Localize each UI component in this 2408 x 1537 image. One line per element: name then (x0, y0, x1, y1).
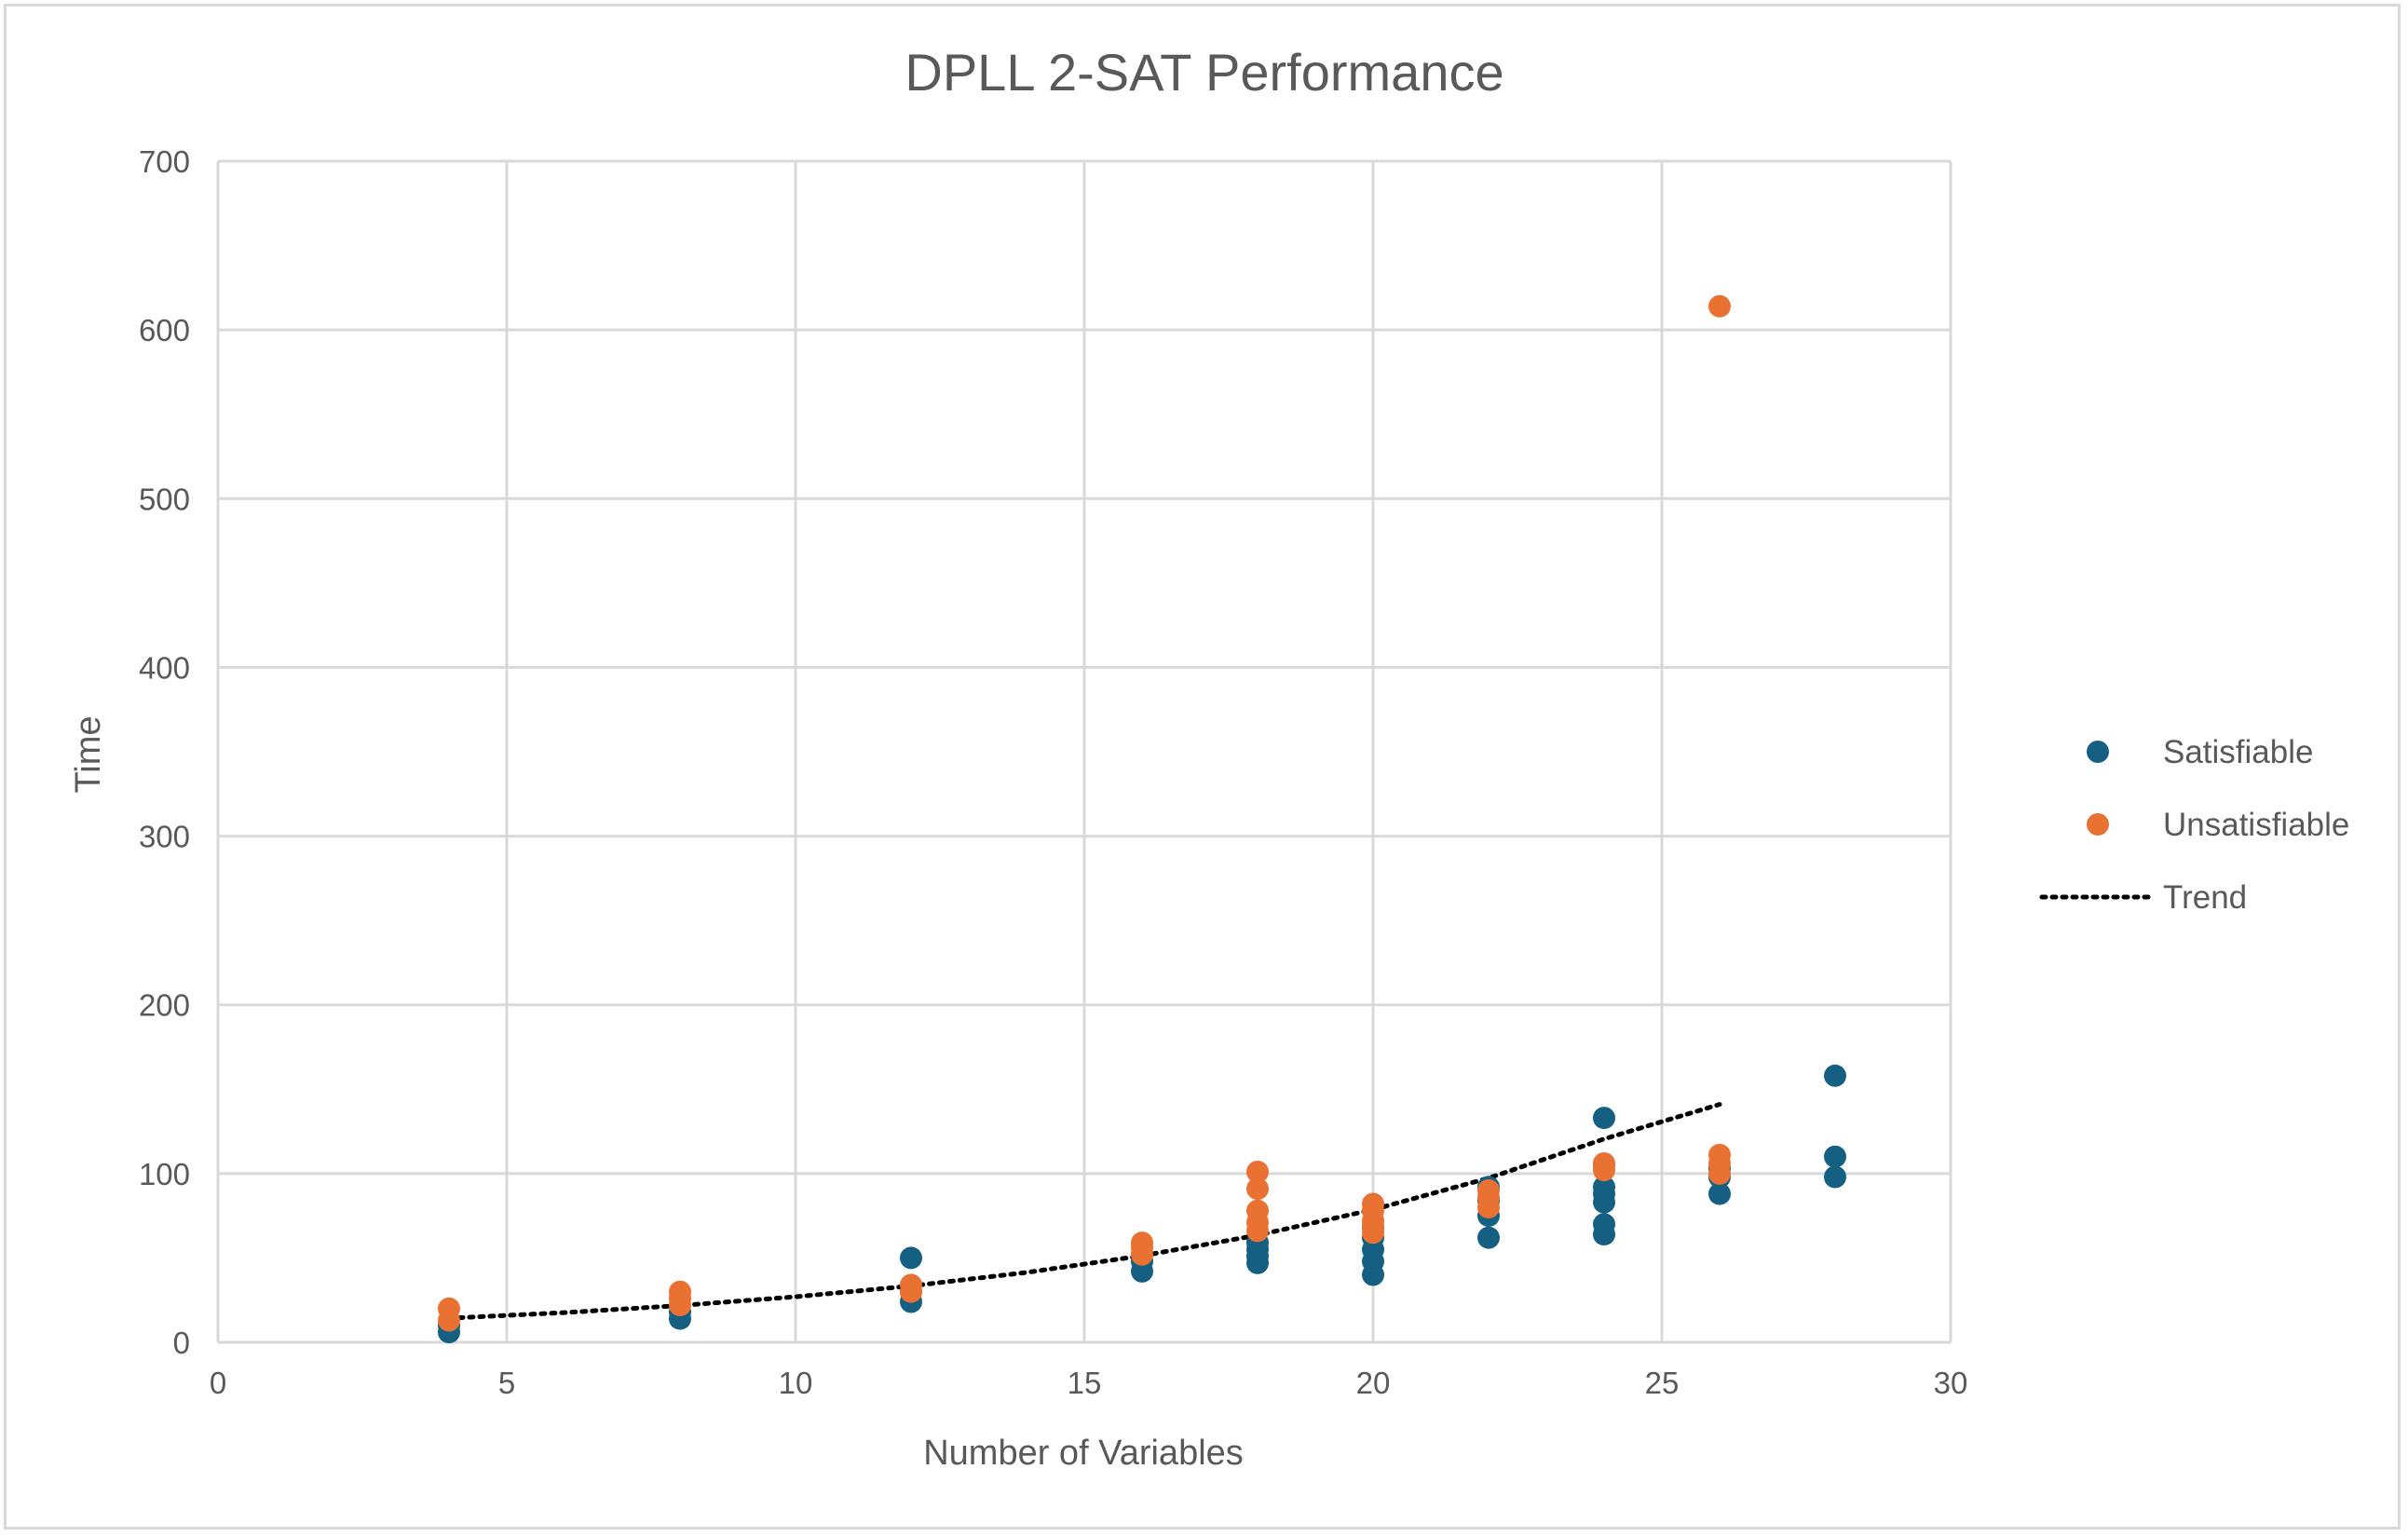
y-tick-label: 0 (173, 1326, 190, 1360)
unsatisfiable-point (438, 1297, 460, 1320)
legend-item-unsatisfiable: Unsatisfiable (2087, 807, 2349, 843)
trend-line (446, 1102, 1722, 1321)
x-tick-label: 25 (1645, 1366, 1680, 1400)
satisfiable-point (1593, 1107, 1615, 1130)
y-tick-label: 400 (139, 650, 190, 685)
x-axis-title: Number of Variables (923, 1434, 1244, 1473)
unsatisfiable-point (1246, 1199, 1269, 1222)
y-tick-label: 600 (139, 313, 190, 347)
y-tick-label: 300 (139, 820, 190, 854)
legend-label: Trend (2163, 879, 2247, 916)
legend-item-trend: Trend (2039, 879, 2247, 916)
scatter-chart: DPLL 2-SAT Performance 01002003004005006… (69, 43, 2349, 1473)
chart-title: DPLL 2-SAT Performance (905, 43, 1503, 102)
legend-label: Satisfiable (2163, 734, 2313, 770)
legend: Satisfiable Unsatisfiable Trend (2039, 734, 2349, 916)
data-points (438, 294, 1846, 1344)
unsatisfiable-point (1246, 1177, 1269, 1201)
x-tick-label: 15 (1068, 1366, 1102, 1400)
satisfiable-point (1824, 1145, 1846, 1168)
y-axis-title: Time (69, 715, 108, 793)
unsatisfiable-point (1131, 1231, 1153, 1255)
chart-area: DPLL 2-SAT Performance 0 100 200 300 400 500 6… (4, 4, 2401, 1530)
legend-item-satisfiable: Satisfiable (2087, 734, 2313, 770)
y-tick-label: 500 (139, 482, 190, 516)
legend-label: Unsatisfiable (2163, 807, 2349, 843)
satisfiable-point (1477, 1226, 1500, 1249)
satisfiable-point (1593, 1213, 1615, 1236)
unsatisfiable-point (900, 1273, 922, 1297)
y-tick-label: 200 (139, 988, 190, 1023)
satisfiable-point (1824, 1064, 1846, 1087)
gridlines (216, 159, 1952, 1344)
unsatisfiable-point (1593, 1152, 1615, 1175)
unsatisfiable-point (1477, 1179, 1500, 1202)
satisfiable-point (1708, 1182, 1731, 1205)
x-tick-label: 0 (210, 1366, 226, 1400)
unsatisfiable-point (1708, 1143, 1731, 1166)
unsatisfiable-point (669, 1280, 691, 1303)
trend-layer (446, 1102, 1722, 1321)
satisfiable-point (1593, 1176, 1615, 1199)
legend-marker (2087, 741, 2109, 763)
y-tick-label: 700 (139, 144, 190, 179)
x-tick-label: 20 (1356, 1366, 1391, 1400)
y-tick-label: 100 (139, 1157, 190, 1191)
x-tick-label: 5 (498, 1366, 515, 1400)
satisfiable-point (1824, 1165, 1846, 1189)
unsatisfiable-point (1246, 1161, 1269, 1183)
x-tick-label: 10 (779, 1366, 813, 1400)
x-tick-label: 30 (1934, 1366, 1968, 1400)
unsatisfiable-point (1708, 294, 1731, 318)
axis-ticks: 0 100 200 300 400 500 600 700 0 5 10 15 20 25 30 (139, 144, 1967, 1400)
legend-marker (2087, 813, 2109, 836)
satisfiable-point (900, 1246, 922, 1270)
unsatisfiable-point (1362, 1192, 1384, 1216)
